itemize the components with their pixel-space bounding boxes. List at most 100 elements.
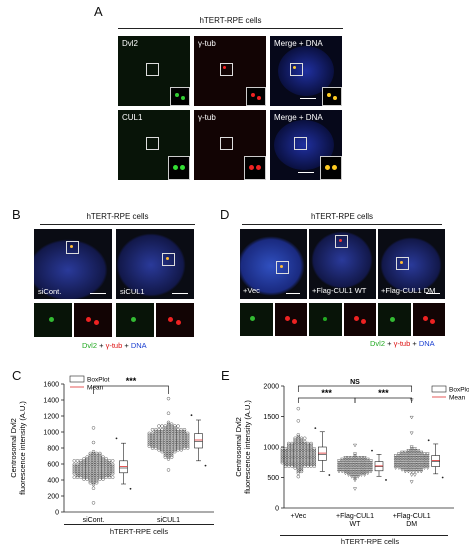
data-point [296,452,301,456]
data-point [153,433,158,437]
data-point [416,449,421,453]
data-point [101,473,105,478]
data-point [400,450,405,455]
data-point [312,455,317,460]
data-point [406,456,411,460]
box-iqr [431,455,440,467]
data-point [409,452,414,456]
data-point [362,473,367,477]
data-point [403,450,408,455]
data-point [147,444,152,448]
y-tick-label: 200 [47,494,59,501]
data-point [296,455,301,460]
data-point [406,464,411,469]
panel-letter-d: D [220,207,230,222]
data-point [412,456,417,460]
data-point [340,463,345,467]
data-point [299,457,304,461]
roi-box [220,63,233,76]
y-tick-label: 0 [275,506,279,513]
data-point [343,456,348,460]
data-point [422,464,427,469]
data-point [353,487,357,491]
data-point [340,470,345,474]
data-point [293,457,297,461]
data-point [343,466,348,470]
data-point [107,460,112,465]
data-point [88,475,93,479]
tile-label: Dvl2 [122,39,139,48]
data-point [353,459,357,463]
data-point [91,449,96,454]
data-point [346,464,351,469]
data-point [75,473,80,478]
data-point [299,448,304,453]
data-point [185,446,190,450]
data-point [353,466,357,470]
data-point [425,457,430,462]
tile-d-inset [344,303,376,336]
data-point [280,447,285,451]
data-point [359,459,364,463]
data-point [299,464,304,468]
data-point [160,440,164,445]
data-point [293,466,297,470]
data-point [409,447,414,451]
data-point [403,463,408,467]
data-point [303,452,307,456]
data-point [303,445,307,449]
data-point [303,443,307,447]
data-point [306,462,310,467]
data-point [362,466,367,470]
data-point [393,463,398,467]
data-point [157,433,161,437]
data-point [400,464,405,469]
x-tick-label: siCUL1 [157,517,180,524]
data-point [396,466,401,470]
data-point [147,437,152,441]
data-point [416,454,421,458]
data-point [309,462,313,467]
data-point [362,470,367,474]
tile-d-inset [240,303,273,336]
data-point [98,473,102,478]
data-point [91,462,96,467]
data-point [337,468,341,472]
data-point [362,456,367,460]
data-point [88,457,93,461]
data-point [176,448,180,452]
data-point [280,454,285,458]
data-point [406,470,411,474]
data-point [160,429,164,434]
data-point [403,459,408,463]
data-point [85,466,89,470]
data-point [303,436,307,440]
data-point [290,454,294,458]
data-point [422,461,427,465]
data-point [306,455,310,460]
data-point [309,450,313,454]
data-point [163,453,168,458]
data-point [425,456,430,460]
data-point [343,457,348,462]
data-point [280,455,285,460]
data-point [346,456,351,460]
data-point [182,428,187,432]
legend-plus: + [97,341,106,350]
data-point [306,457,310,461]
data-point [340,466,345,470]
data-point [293,450,297,454]
legend-label: Mean [449,395,466,402]
tile-a-cul1: CUL1 [118,110,190,180]
data-point [185,437,190,441]
legend-plus: + [410,339,419,348]
data-point [409,445,414,450]
data-point [369,470,373,474]
data-point [412,457,417,462]
scale-bar [286,293,300,294]
data-point [91,468,96,472]
outlier-dot [115,437,118,440]
data-point [403,464,408,469]
roi-box [290,63,303,76]
data-point [160,435,164,439]
